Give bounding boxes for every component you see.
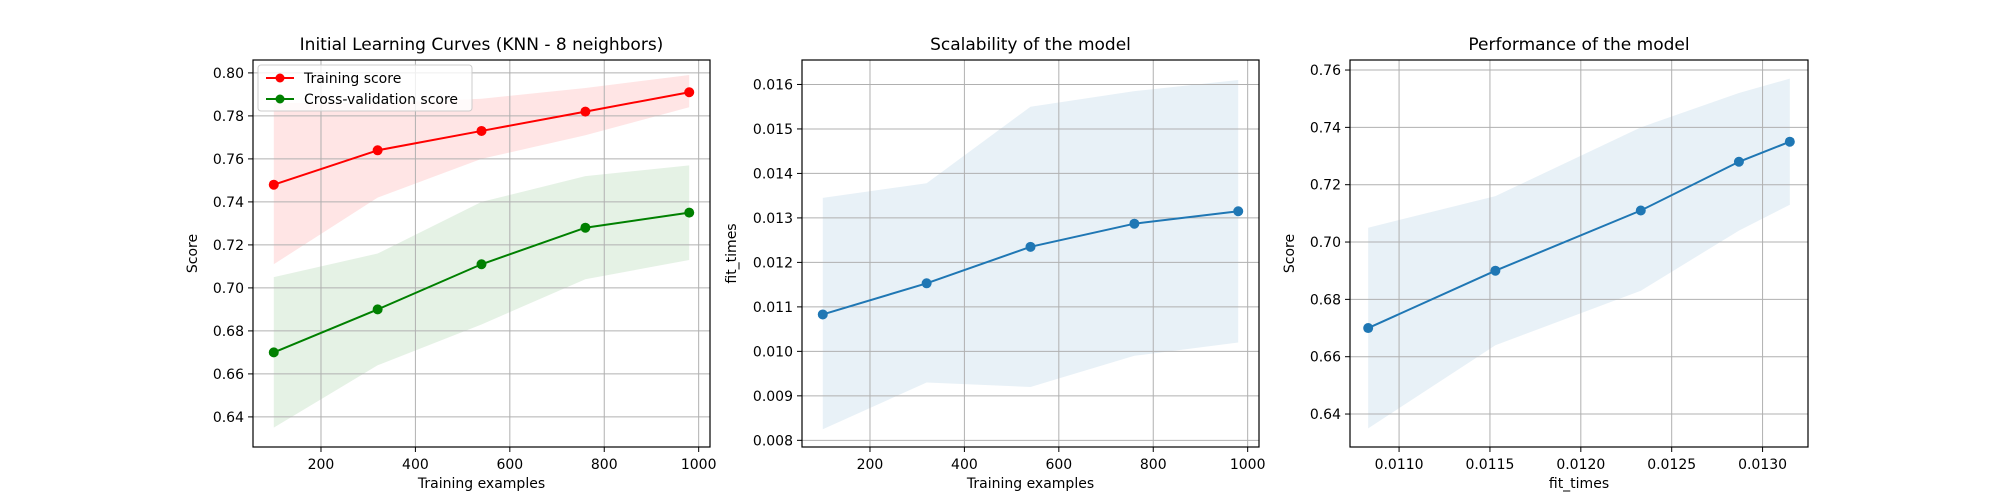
y-tick-label: 0.014 (753, 166, 793, 182)
x-tick-label: 0.0115 (1465, 457, 1514, 473)
x-tick-label: 400 (402, 457, 429, 473)
y-tick-label: 0.70 (1310, 235, 1341, 251)
y-tick-label: 0.78 (213, 109, 244, 125)
line-layer (1363, 136, 1795, 334)
legend-box (257, 64, 473, 112)
data-point (580, 222, 591, 233)
confidence-band-0 (822, 80, 1239, 430)
x-tick-label: 0.0125 (1647, 457, 1696, 473)
data-point (684, 87, 695, 98)
y-tick-label: 0.68 (1310, 292, 1341, 308)
x-tick-label: 200 (857, 457, 884, 473)
confidence-band-0 (1368, 78, 1790, 429)
x-tick-label: 800 (591, 457, 618, 473)
y-tick-label: 0.72 (1310, 178, 1341, 194)
legend-label-cross-validation: Cross-validation score (304, 92, 458, 108)
y-tick-label: 0.80 (213, 66, 244, 82)
x-axis-label: Training examples (417, 476, 545, 492)
band-layer (822, 80, 1239, 430)
y-axis-label: fit_times (724, 223, 740, 283)
y-tick-label: 0.68 (213, 324, 244, 340)
legend-marker-training (275, 73, 285, 83)
data-point (921, 278, 932, 289)
data-point (476, 259, 487, 270)
y-tick-label: 0.015 (753, 122, 793, 138)
y-tick-label: 0.008 (753, 433, 793, 449)
chart-title: Performance of the model (1468, 35, 1689, 55)
data-point (476, 125, 487, 136)
y-tick-label: 0.009 (753, 389, 793, 405)
x-tick-label: 1000 (681, 457, 717, 473)
data-point (372, 145, 383, 156)
x-tick-label: 0.0110 (1375, 457, 1424, 473)
x-axis-label: fit_times (1549, 476, 1609, 492)
y-tick-label: 0.016 (753, 77, 793, 93)
y-tick-label: 0.66 (213, 367, 244, 383)
data-point (372, 304, 383, 315)
line-layer (817, 206, 1244, 320)
y-tick-label: 0.64 (1310, 407, 1341, 423)
data-point (1733, 156, 1744, 167)
grid-layer (253, 60, 710, 447)
data-point (1363, 323, 1374, 334)
y-tick-label: 0.74 (1310, 120, 1341, 136)
x-tick-label: 0.0120 (1556, 457, 1605, 473)
chart-title: Scalability of the model (930, 35, 1131, 55)
y-axis-label: Score (185, 234, 201, 273)
data-point (1490, 265, 1501, 276)
y-tick-label: 0.010 (753, 344, 793, 360)
data-point (1233, 206, 1244, 217)
y-axis-label: Score (1282, 234, 1298, 273)
y-tick-label: 0.66 (1310, 350, 1341, 366)
data-point (684, 207, 695, 218)
data-point (268, 179, 279, 190)
axes-frame (801, 59, 1260, 448)
legend-marker-cross-validation (275, 94, 285, 104)
legend-label-training: Training score (303, 71, 401, 87)
y-tick-label: 0.72 (213, 238, 244, 254)
data-point (817, 309, 828, 320)
x-axis-label: Training examples (966, 476, 1094, 492)
performance-panel: 0.0110 0.0115 0.0120 0.0125 0.0130 0.64 0.66 0.… (1282, 35, 1809, 492)
data-point (1784, 136, 1795, 147)
x-tick-label: 200 (308, 457, 335, 473)
x-tick-label: 800 (1140, 457, 1167, 473)
y-tick-label: 0.76 (213, 152, 244, 168)
y-tick-label: 0.74 (213, 195, 244, 211)
tick-layer: 200 400 600 800 1000 0.008 0.009 0.010 0.011 0.01… (753, 77, 1266, 473)
scalability-panel: 200 400 600 800 1000 0.008 0.009 0.010 0.011 0.01… (724, 35, 1265, 492)
frame-layer (252, 59, 711, 448)
x-tick-label: 400 (951, 457, 978, 473)
x-tick-label: 600 (496, 457, 523, 473)
line-layer (268, 87, 695, 358)
frame-layer (801, 59, 1260, 448)
data-point (268, 347, 279, 358)
grid-layer (1350, 60, 1808, 447)
band-layer (1368, 78, 1790, 429)
y-tick-label: 0.64 (213, 410, 244, 426)
data-point (580, 106, 591, 117)
tick-layer: 200 400 600 800 1000 0.64 0.66 0.68 0.70 0.72 0.74… (213, 66, 717, 473)
data-point (1635, 205, 1646, 216)
confidence-band-0 (273, 75, 690, 265)
data-point (1025, 241, 1036, 252)
grid-layer (802, 60, 1259, 447)
y-tick-label: 0.013 (753, 211, 793, 227)
x-tick-label: 0.0130 (1738, 457, 1787, 473)
legend: Training score Cross-validation score (257, 64, 473, 112)
chart-title: Initial Learning Curves (KNN - 8 neighbo… (300, 35, 664, 55)
learning-curve-panel: 200 400 600 800 1000 0.64 0.66 0.68 0.70 0.72 0.74… (185, 35, 716, 492)
y-tick-label: 0.70 (213, 281, 244, 297)
y-tick-label: 0.011 (753, 300, 793, 316)
axes-frame (1349, 59, 1809, 448)
y-tick-label: 0.012 (753, 255, 793, 271)
y-tick-label: 0.76 (1310, 63, 1341, 79)
x-tick-label: 600 (1045, 457, 1072, 473)
frame-layer (1349, 59, 1809, 448)
tick-layer: 0.0110 0.0115 0.0120 0.0125 0.0130 0.64 0.66 0.… (1310, 63, 1787, 473)
x-tick-label: 1000 (1230, 457, 1266, 473)
axes-frame (252, 59, 711, 448)
data-point (1129, 218, 1140, 229)
